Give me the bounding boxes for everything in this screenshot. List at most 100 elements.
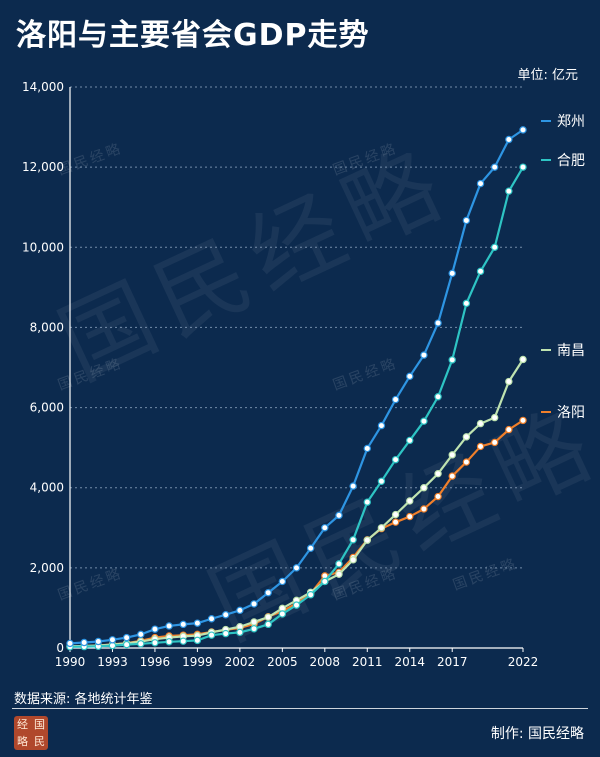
data-point — [476, 442, 485, 451]
y-tick-label: 10,000 — [22, 240, 64, 254]
data-point — [335, 560, 343, 568]
unit-label: 单位: 亿元 — [517, 68, 578, 83]
data-point — [349, 536, 357, 544]
data-point — [434, 319, 442, 327]
y-tick-label: 0 — [56, 641, 64, 655]
data-point — [462, 299, 471, 308]
data-point — [193, 636, 202, 645]
y-axis: 0 2,000 4,000 6,000 8,000 10,000 12,000 14,000 — [22, 80, 71, 655]
x-tick-label: 1999 — [182, 655, 213, 669]
y-tick-label: 12,000 — [22, 160, 64, 174]
series-nanchang — [66, 355, 527, 651]
watermark-text: 国民经略 — [56, 140, 125, 178]
data-point — [306, 544, 315, 552]
data-point — [519, 416, 527, 425]
logo-char: 略 — [17, 735, 28, 748]
data-point — [420, 505, 428, 513]
data-point — [505, 135, 513, 144]
data-point — [207, 615, 216, 623]
logo-char: 国 — [34, 718, 45, 731]
data-point — [476, 419, 485, 428]
x-tick-label: 1990 — [55, 655, 86, 669]
chart-title: 洛阳与主要省会GDP走势 — [16, 18, 370, 53]
data-point — [165, 622, 173, 630]
x-tick-label: 2008 — [310, 655, 341, 669]
data-point — [406, 372, 414, 381]
data-point — [462, 216, 471, 225]
data-point — [151, 639, 159, 647]
data-point — [391, 455, 400, 464]
data-point — [80, 638, 88, 647]
brand-logo: 经 国 略 民 — [14, 716, 48, 750]
legend-label: 合肥 — [557, 153, 585, 169]
data-point — [321, 524, 329, 532]
data-point — [420, 351, 428, 359]
data-point — [406, 512, 414, 521]
data-point — [505, 377, 513, 386]
x-tick-label: 2005 — [267, 655, 298, 669]
data-point — [406, 436, 414, 445]
data-point — [448, 472, 456, 480]
data-point — [476, 267, 485, 276]
legend-item: 洛阳 — [541, 405, 585, 421]
legend-item: 南昌 — [541, 343, 585, 359]
data-point — [391, 518, 400, 526]
data-point — [264, 589, 272, 597]
footer-divider — [12, 708, 588, 709]
data-point — [363, 536, 371, 544]
legend-label: 郑州 — [557, 114, 585, 130]
data-point — [250, 600, 258, 608]
series-layer — [66, 126, 527, 651]
data-point — [236, 606, 244, 615]
y-tick-label: 6,000 — [30, 401, 64, 415]
data-point — [462, 433, 471, 441]
data-point — [137, 640, 145, 648]
data-point — [490, 243, 499, 251]
data-point — [519, 355, 527, 364]
data-point — [193, 619, 202, 627]
data-point — [94, 637, 103, 646]
data-point — [434, 469, 442, 478]
data-point — [420, 417, 428, 425]
data-point — [264, 613, 272, 621]
data-point — [448, 356, 456, 364]
logo-char: 民 — [34, 735, 45, 748]
data-point — [448, 451, 456, 459]
data-point — [505, 425, 513, 434]
data-point — [505, 187, 513, 195]
data-point — [179, 620, 187, 629]
watermark-text: 国民经略 — [56, 565, 125, 603]
y-tick-label: 4,000 — [30, 481, 64, 495]
data-point — [122, 640, 131, 649]
data-point — [222, 629, 230, 638]
data-point — [278, 610, 287, 618]
logo-char: 经 — [17, 718, 28, 731]
data-point — [335, 570, 343, 578]
data-point — [462, 458, 471, 466]
data-point — [236, 628, 244, 637]
legend-label: 洛阳 — [557, 405, 585, 421]
x-tick-label: 2011 — [352, 655, 383, 669]
y-tick-label: 14,000 — [22, 80, 64, 94]
data-point — [490, 413, 499, 422]
data-point — [363, 444, 371, 453]
watermark-text: 国民经略 — [451, 555, 520, 593]
x-tick-label: 1996 — [140, 655, 171, 669]
data-point — [250, 618, 258, 626]
data-point — [349, 556, 357, 564]
data-point — [122, 633, 131, 642]
data-point — [207, 631, 216, 639]
data-point — [222, 611, 230, 619]
credit-label: 制作: 国民经略 — [490, 726, 584, 742]
data-point — [434, 393, 442, 401]
data-point — [137, 630, 145, 639]
x-tick-label: 2014 — [394, 655, 425, 669]
data-point — [250, 625, 258, 633]
data-point — [321, 577, 329, 586]
data-point — [335, 511, 343, 520]
data-point — [349, 482, 357, 490]
data-point — [306, 591, 315, 599]
data-point — [278, 577, 287, 586]
